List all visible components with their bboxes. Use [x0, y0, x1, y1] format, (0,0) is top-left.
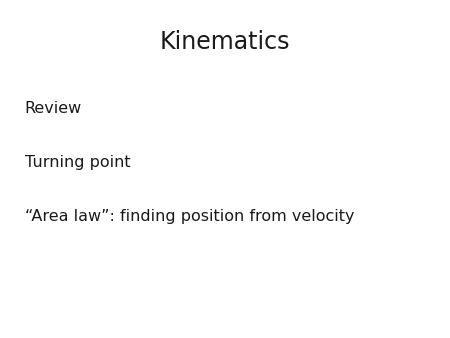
Text: Kinematics: Kinematics [160, 30, 290, 54]
Text: Review: Review [25, 101, 82, 116]
Text: Turning point: Turning point [25, 155, 130, 170]
Text: “Area law”: finding position from velocity: “Area law”: finding position from veloci… [25, 209, 354, 224]
